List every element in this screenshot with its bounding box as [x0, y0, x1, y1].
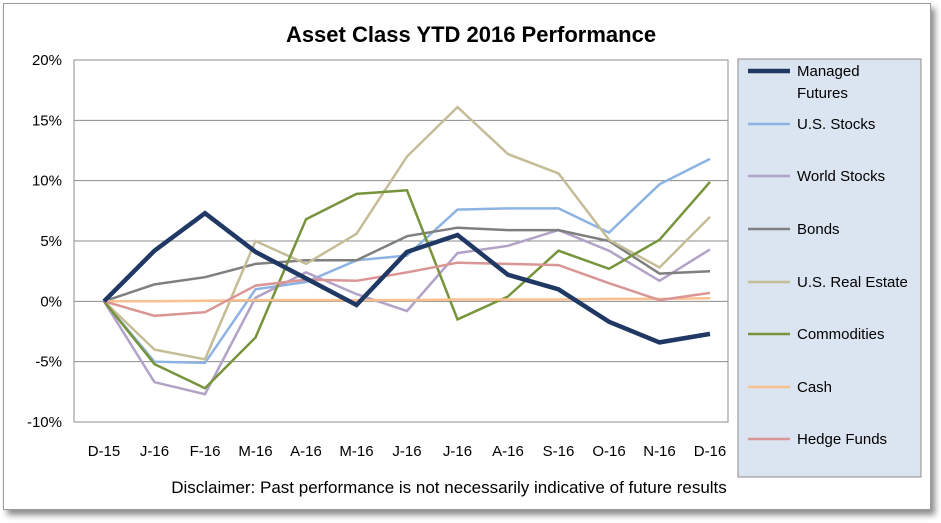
x-tick-label: J-16: [392, 443, 421, 460]
legend-label-u-s-real-estate: U.S. Real Estate: [797, 274, 908, 291]
y-tick-label: -10%: [27, 414, 62, 431]
legend-label-cash: Cash: [797, 379, 832, 396]
y-tick-label: 20%: [32, 52, 62, 69]
y-tick-label: 15%: [32, 112, 62, 129]
x-tick-label: S-16: [543, 443, 575, 460]
series-line-u-s-stocks: [103, 157, 711, 365]
x-tick-label: A-16: [290, 443, 322, 460]
series-line-u-s-real-estate: [103, 105, 711, 361]
y-tick-label: 10%: [32, 173, 62, 190]
chart-title: Asset Class YTD 2016 Performance: [286, 22, 656, 47]
series-line-cash: [104, 297, 711, 303]
x-tick-label: F-16: [190, 443, 221, 460]
legend-label-u-s-stocks: U.S. Stocks: [797, 116, 875, 133]
legend-label-hedge-funds: Hedge Funds: [797, 431, 887, 448]
x-tick-label: J-16: [443, 443, 472, 460]
y-tick-labels: -10% -5% 0% 5% 10% 15% 20%: [27, 52, 62, 431]
x-tick-label: A-16: [492, 443, 524, 460]
y-tick-label: 5%: [40, 233, 62, 250]
x-tick-label: N-16: [643, 443, 676, 460]
series-line-commodities: [103, 181, 711, 390]
series-line-hedge-funds: [103, 261, 711, 318]
x-tick-label: D-15: [88, 443, 121, 460]
y-tick-label: 0%: [40, 293, 62, 310]
x-tick-label: O-16: [592, 443, 625, 460]
legend-label-managed-futures: Managed Futures: [797, 63, 860, 102]
legend-box: [737, 58, 922, 478]
legend-label-commodities: Commodities: [797, 326, 885, 343]
y-tick-label: -5%: [35, 354, 62, 371]
series-line-managed-futures: [102, 210, 711, 345]
x-tick-label: J-16: [140, 443, 169, 460]
series-layer: [102, 105, 711, 396]
legend-label-bonds: Bonds: [797, 221, 840, 238]
disclaimer-text: Disclaimer: Past performance is not nece…: [171, 478, 727, 497]
x-tick-labels: D-15 J-16 F-16 M-16 A-16 M-16 J-16 J-16 A-16 S-16…: [88, 443, 727, 460]
legend-label-world-stocks: World Stocks: [797, 168, 885, 185]
legend: Managed Futures U.S. Stocks World Stocks Bon…: [748, 63, 908, 448]
x-tick-label: M-16: [339, 443, 373, 460]
series-line-world-stocks: [102, 228, 711, 396]
x-tick-label: D-16: [694, 443, 727, 460]
x-tick-label: M-16: [238, 443, 272, 460]
